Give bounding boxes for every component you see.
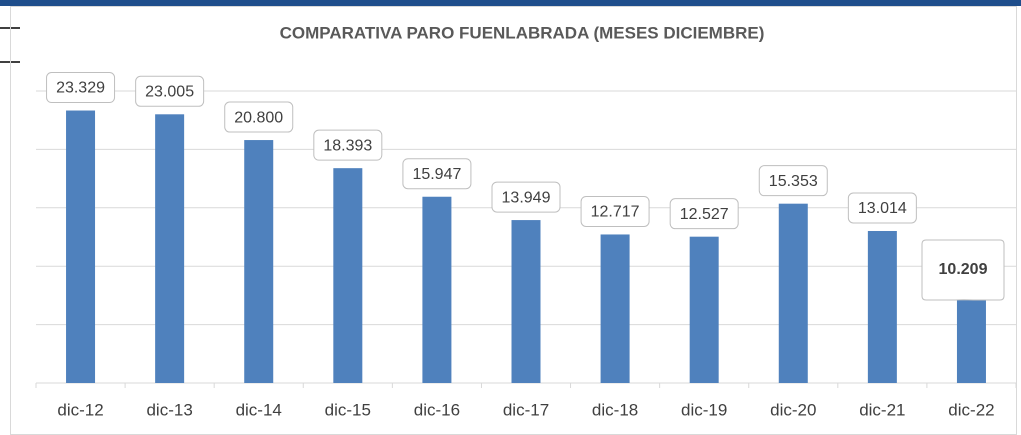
bar xyxy=(600,234,630,383)
bar xyxy=(422,196,452,383)
data-label-box xyxy=(402,158,472,190)
data-label-box xyxy=(669,198,739,230)
x-tick-label: dic-22 xyxy=(948,400,994,419)
bar xyxy=(333,168,363,383)
data-label-box xyxy=(758,165,828,197)
data-label: 13.949 xyxy=(502,189,551,206)
data-label-box xyxy=(580,195,650,227)
bar xyxy=(867,230,897,383)
x-tick-label: dic-21 xyxy=(859,400,905,419)
data-label-box xyxy=(135,75,205,107)
bar xyxy=(511,220,541,383)
data-label-box xyxy=(847,192,917,224)
bar xyxy=(66,110,96,384)
x-tick-label: dic-18 xyxy=(592,400,638,419)
x-tick-label: dic-14 xyxy=(236,400,282,419)
data-label: 23.329 xyxy=(56,80,105,97)
data-label: 15.947 xyxy=(412,166,461,183)
data-label-box xyxy=(46,72,116,104)
data-label-box xyxy=(313,129,383,161)
x-tick-label: dic-16 xyxy=(414,400,460,419)
data-label-callout xyxy=(921,239,1005,301)
chart-title: COMPARATIVA PARO FUENLABRADA (MESES DICI… xyxy=(280,23,765,42)
bar xyxy=(244,140,274,383)
data-label: 13.014 xyxy=(858,200,907,217)
x-tick-label: dic-19 xyxy=(681,400,727,419)
data-label-box xyxy=(491,181,561,213)
data-label: 18.393 xyxy=(323,137,372,154)
x-tick-label: dic-17 xyxy=(503,400,549,419)
data-label: 12.717 xyxy=(591,204,640,221)
data-label: 12.527 xyxy=(680,206,729,223)
data-label: 23.005 xyxy=(145,84,194,101)
top-bar xyxy=(0,0,1021,6)
data-label: 15.353 xyxy=(769,173,818,190)
bar xyxy=(778,203,808,383)
data-label-box xyxy=(224,101,294,133)
x-tick-label: dic-20 xyxy=(770,400,816,419)
x-tick-label: dic-12 xyxy=(57,400,103,419)
x-tick-label: dic-13 xyxy=(146,400,192,419)
data-label: 20.800 xyxy=(234,109,283,126)
data-label: 10.209 xyxy=(939,261,988,278)
bar xyxy=(689,236,719,383)
x-tick-label: dic-15 xyxy=(325,400,371,419)
bar xyxy=(155,114,185,383)
